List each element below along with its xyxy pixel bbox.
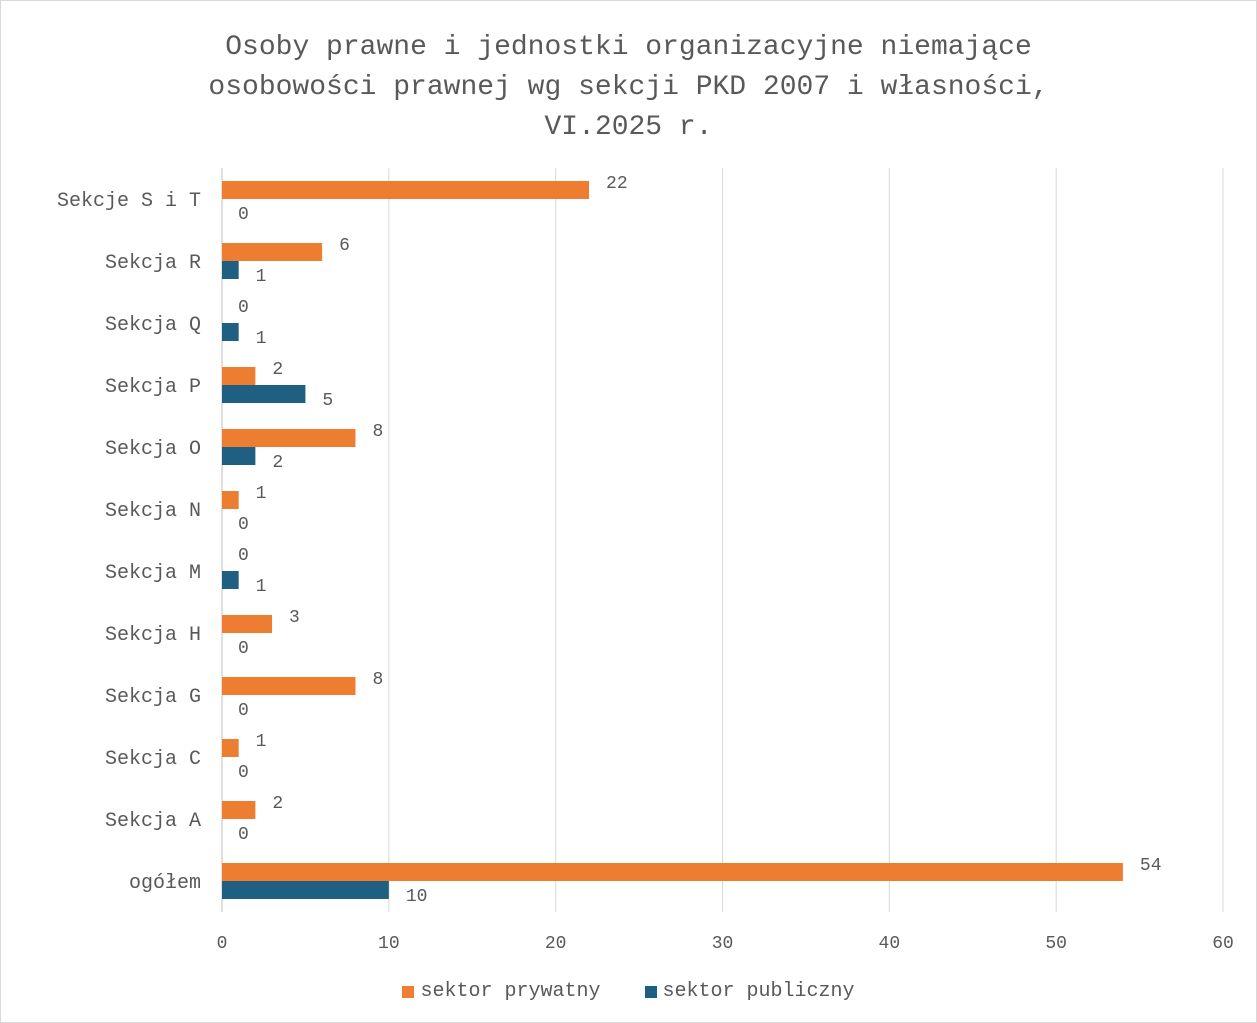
y-tick-label: Sekcja C [105,748,201,771]
data-label-publiczny: 1 [256,329,267,349]
bar-prywatny [222,491,239,509]
data-label-prywatny: 2 [272,360,283,380]
x-tick-label: 10 [378,934,400,954]
bar-publiczny [222,323,239,341]
bar-prywatny [222,243,323,261]
data-label-publiczny: 0 [238,763,249,783]
data-label-prywatny: 2 [272,794,283,814]
bar-prywatny [222,429,356,447]
legend-swatch-prywatny [402,985,415,998]
legend-label-prywatny: sektor prywatny [420,980,601,1003]
y-tick-label: ogółem [129,872,201,895]
y-tick-label: Sekcja Q [105,314,201,337]
bar-prywatny [222,863,1123,881]
data-label-prywatny: 0 [238,298,249,318]
x-tick-label: 20 [545,934,567,954]
bar-prywatny [222,677,356,695]
data-label-prywatny: 1 [256,484,267,504]
y-tick-label: Sekcja M [105,562,201,585]
data-label-prywatny: 8 [372,422,383,442]
y-tick-label: Sekcja H [105,624,201,647]
data-label-publiczny: 10 [406,887,428,907]
data-label-publiczny: 0 [238,205,249,225]
y-tick-label: Sekcja P [105,376,201,399]
bar-prywatny [222,739,239,757]
y-tick-label: Sekcje S i T [57,190,201,213]
data-label-prywatny: 54 [1140,856,1162,876]
data-label-publiczny: 0 [238,515,249,535]
bar-prywatny [222,801,256,819]
bar-prywatny [222,367,256,385]
x-tick-label: 30 [712,934,734,954]
bar-publiczny [222,261,239,279]
legend-item-prywatny: sektor prywatny [402,980,601,1003]
data-label-prywatny: 8 [372,670,383,690]
y-tick-label: Sekcja N [105,500,201,523]
y-tick-label: Sekcja A [105,810,201,833]
bar-publiczny [222,385,306,403]
y-tick-label: Sekcja R [105,252,201,275]
data-label-publiczny: 0 [238,825,249,845]
x-tick-label: 60 [1212,934,1234,954]
y-tick-label: Sekcja O [105,438,201,461]
data-label-publiczny: 1 [256,267,267,287]
data-label-publiczny: 0 [238,701,249,721]
data-label-prywatny: 6 [339,236,350,256]
data-label-prywatny: 0 [238,546,249,566]
data-label-publiczny: 0 [238,639,249,659]
data-label-prywatny: 1 [256,732,267,752]
bar-prywatny [222,181,590,199]
bar-prywatny [222,615,273,633]
data-label-prywatny: 22 [606,174,628,194]
legend: sektor prywatny sektor publiczny [0,980,1257,1003]
chart-title: Osoby prawne i jednostki organizacyjne n… [208,32,1049,143]
legend-label-publiczny: sektor publiczny [662,980,855,1003]
data-label-publiczny: 2 [272,453,283,473]
bar-publiczny [222,447,256,465]
bar-publiczny [222,571,239,589]
x-tick-label: 40 [879,934,901,954]
bar-publiczny [222,881,389,899]
data-label-prywatny: 3 [289,608,300,628]
x-tick-label: 0 [217,934,228,954]
x-tick-label: 50 [1045,934,1067,954]
data-label-publiczny: 5 [322,391,333,411]
y-tick-label: Sekcja G [105,686,201,709]
legend-swatch-publiczny [644,985,657,998]
data-label-publiczny: 1 [256,577,267,597]
legend-item-publiczny: sektor publiczny [644,980,855,1003]
